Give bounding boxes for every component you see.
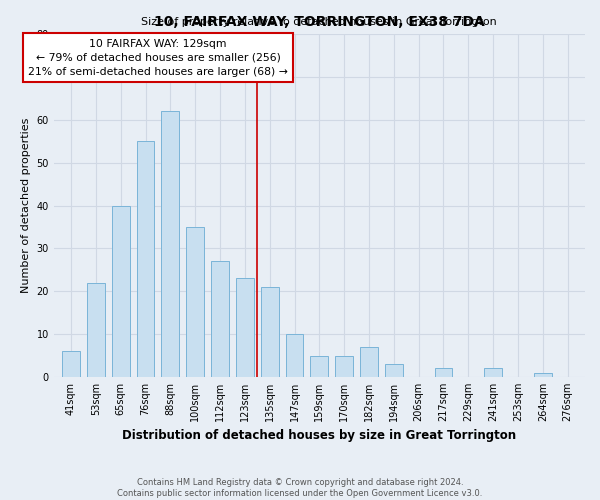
Bar	[236, 278, 254, 377]
Bar	[186, 227, 204, 377]
Bar	[484, 368, 502, 377]
Bar	[385, 364, 403, 377]
Bar	[62, 351, 80, 377]
Text: 10 FAIRFAX WAY: 129sqm
← 79% of detached houses are smaller (256)
21% of semi-de: 10 FAIRFAX WAY: 129sqm ← 79% of detached…	[28, 38, 288, 76]
X-axis label: Distribution of detached houses by size in Great Torrington: Distribution of detached houses by size …	[122, 430, 517, 442]
Bar	[286, 334, 304, 377]
Bar	[261, 287, 278, 377]
Bar	[534, 372, 552, 377]
Bar	[335, 356, 353, 377]
Bar	[137, 142, 154, 377]
Title: 10, FAIRFAX WAY, TORRINGTON, EX38 7DA: 10, FAIRFAX WAY, TORRINGTON, EX38 7DA	[154, 15, 485, 29]
Bar	[434, 368, 452, 377]
Y-axis label: Number of detached properties: Number of detached properties	[21, 118, 31, 294]
Bar	[87, 282, 105, 377]
Text: Size of property relative to detached houses in Great Torrington: Size of property relative to detached ho…	[142, 18, 497, 28]
Bar	[112, 206, 130, 377]
Bar	[310, 356, 328, 377]
Text: Contains HM Land Registry data © Crown copyright and database right 2024.
Contai: Contains HM Land Registry data © Crown c…	[118, 478, 482, 498]
Bar	[360, 347, 378, 377]
Bar	[211, 262, 229, 377]
Bar	[161, 112, 179, 377]
